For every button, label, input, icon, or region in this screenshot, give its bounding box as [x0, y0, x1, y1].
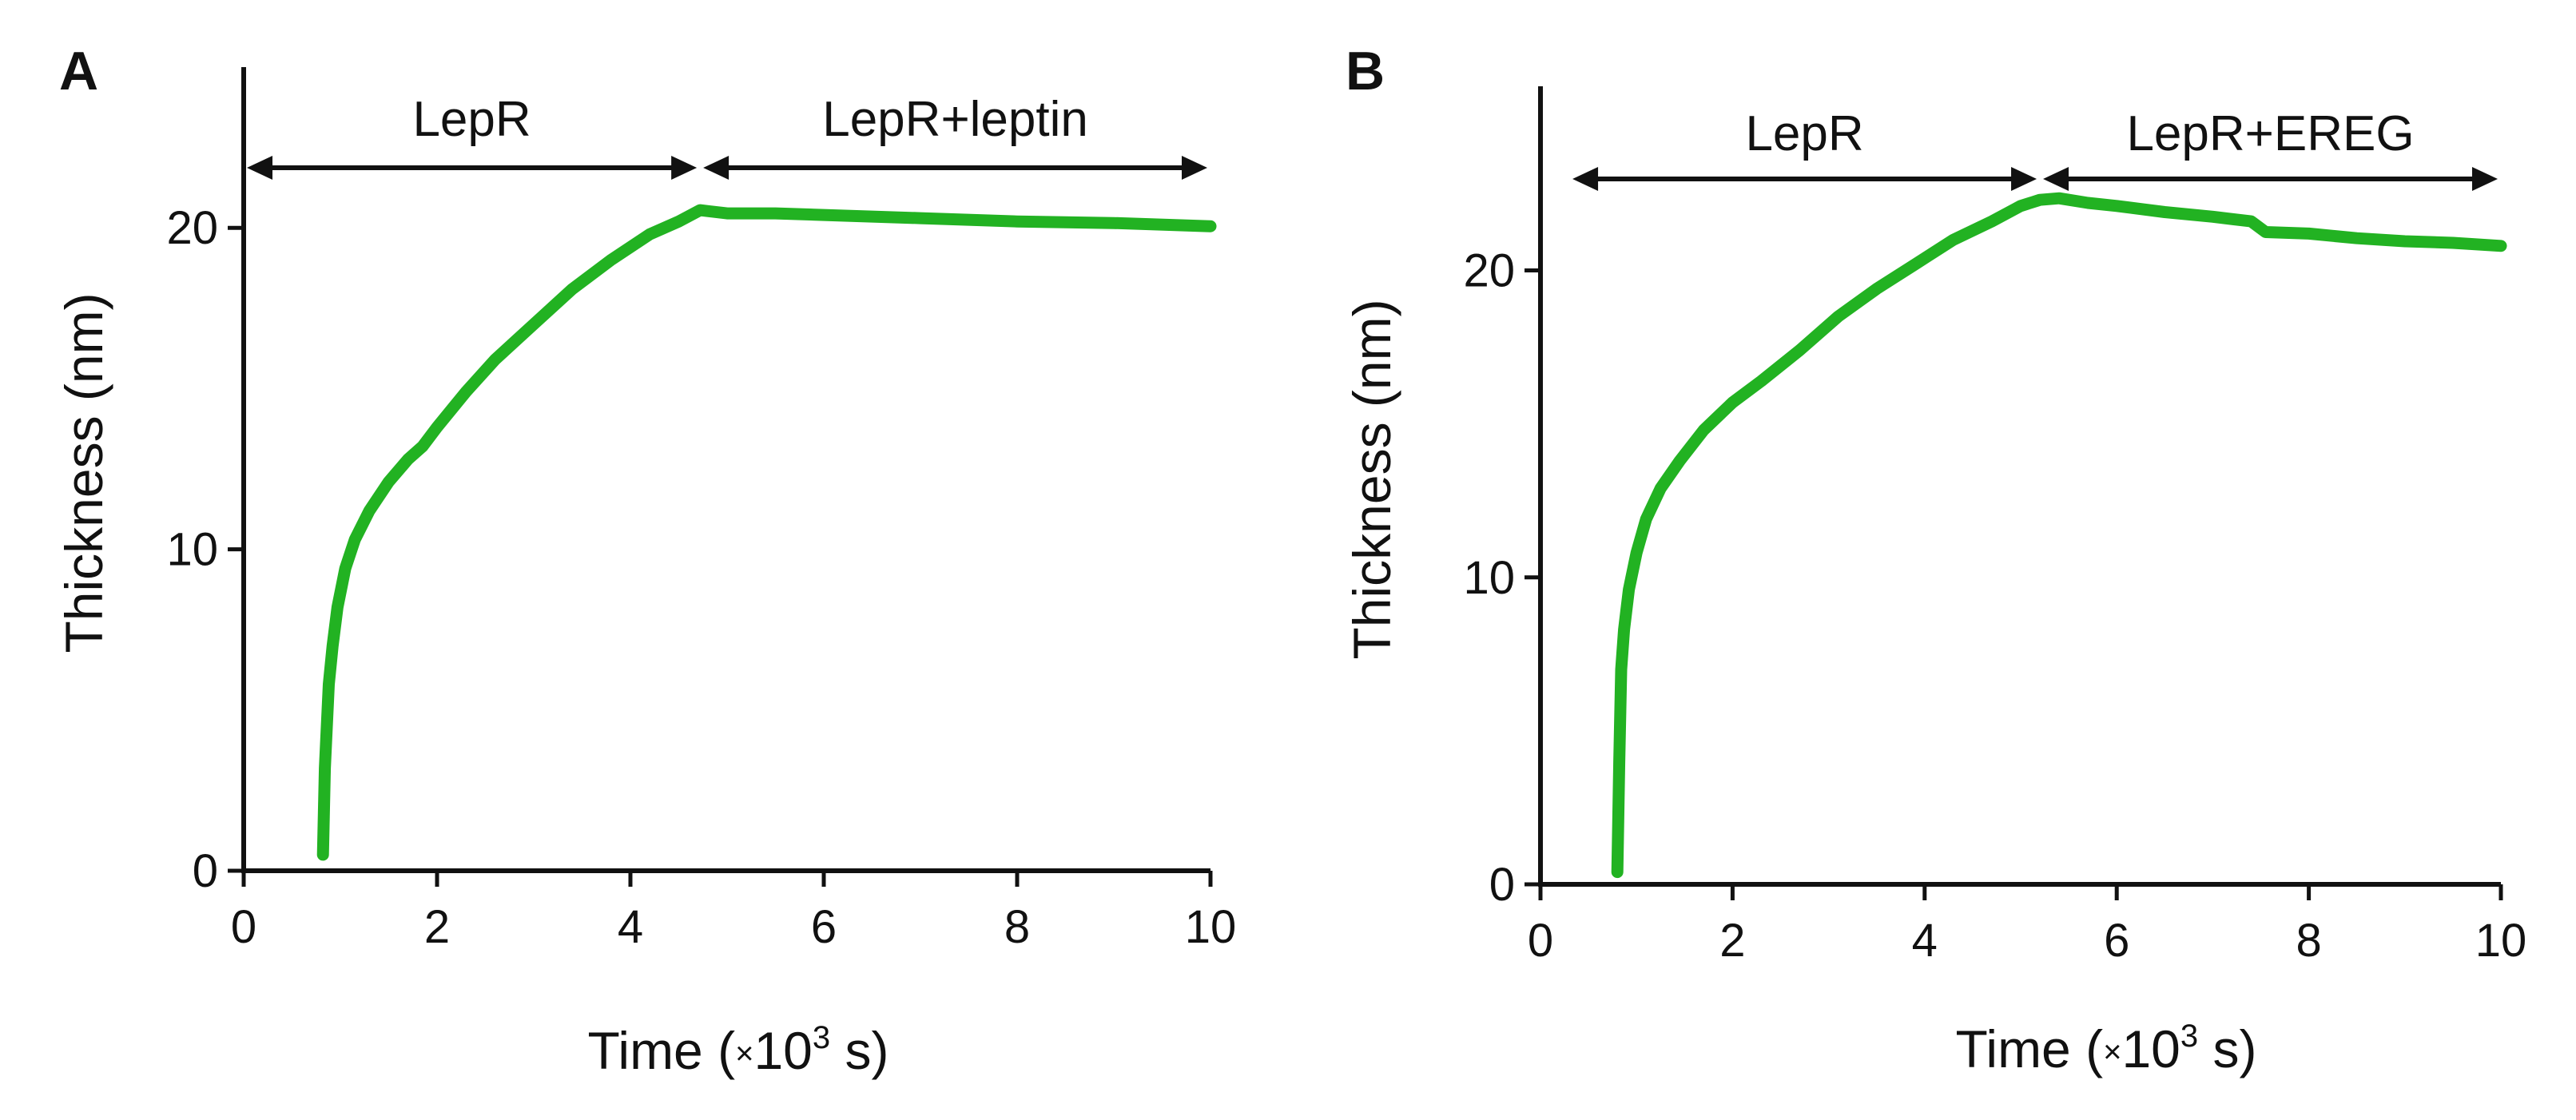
panel-b-x-tick-label: 10: [2475, 915, 2527, 967]
panel-b-region-2-label: LepR+EREG: [2126, 106, 2414, 161]
panel-a-x-tick-label: 6: [811, 901, 837, 953]
panel-b-y-tick-label: 0: [1489, 859, 1515, 911]
panel-b-x-tick-label: 8: [2296, 915, 2321, 967]
panel-b-y-tick-label: 20: [1463, 245, 1515, 297]
panel-a-y-tick-label: 20: [166, 202, 218, 254]
panel-b-plot-area: 0 2 4 6 8 10 0 10 20 LepR LepR+EREG: [1463, 86, 2526, 967]
panel-b-x-tick-label: 4: [1912, 915, 1938, 967]
panel-a-xlabel: Time (×103 s): [588, 1020, 889, 1080]
panel-b-series-line: [1611, 192, 2507, 879]
panel-a-x-tick-label: 10: [1185, 901, 1237, 953]
panel-a-region-2-arrowhead-left: [703, 156, 729, 180]
panel-b-x-tick-label: 6: [2104, 915, 2129, 967]
panel-a-region-1-arrowhead-left: [247, 156, 272, 180]
panel-b-xlabel: Time (×103 s): [1956, 1019, 2257, 1078]
panel-b-region-1-arrowhead-left: [1572, 167, 1599, 191]
panel-b-region-2-arrowhead-right: [2472, 167, 2498, 191]
panel-a-region-2-arrowhead-right: [1182, 156, 1207, 180]
panel-b-region-1-label: LepR: [1745, 106, 1863, 161]
panel-b-x-tick-label: 2: [1719, 915, 1745, 967]
panel-a-series-line: [316, 204, 1217, 861]
panel-a-region-2-label: LepR+leptin: [822, 92, 1088, 147]
panel-a-y-tick-label: 0: [193, 845, 218, 897]
panel-a-letter: A: [59, 41, 98, 101]
panel-b-x-tick-label: 0: [1528, 915, 1553, 967]
panel-a: A Thickness (nm) Time (×103 s) 0 2 4 6 8 10 0 1…: [54, 41, 1236, 1080]
panel-a-x-tick-label: 4: [618, 901, 643, 953]
panel-a-plot-area: 0 2 4 6 8 10 0 10 20 LepR LepR+leptin: [166, 67, 1236, 953]
panel-b: B Thickness (nm) Time (×103 s) 0 2 4 6 8 10 0 1…: [1342, 41, 2526, 1078]
panel-b-letter: B: [1346, 41, 1385, 101]
panel-a-x-tick-label: 8: [1004, 901, 1030, 953]
panel-a-x-tick-label: 2: [424, 901, 450, 953]
panel-a-region-1-arrowhead-right: [671, 156, 698, 180]
panel-b-ylabel: Thickness (nm): [1342, 299, 1401, 659]
panel-b-region-1-arrowhead-right: [2011, 167, 2037, 191]
panel-b-y-tick-label: 10: [1463, 552, 1515, 604]
panel-a-ylabel: Thickness (nm): [54, 292, 113, 653]
panel-a-region-1-label: LepR: [412, 92, 531, 147]
panel-a-x-tick-label: 0: [231, 901, 256, 953]
panel-a-y-tick-label: 10: [166, 524, 218, 576]
panel-b-region-2-arrowhead-left: [2043, 167, 2069, 191]
